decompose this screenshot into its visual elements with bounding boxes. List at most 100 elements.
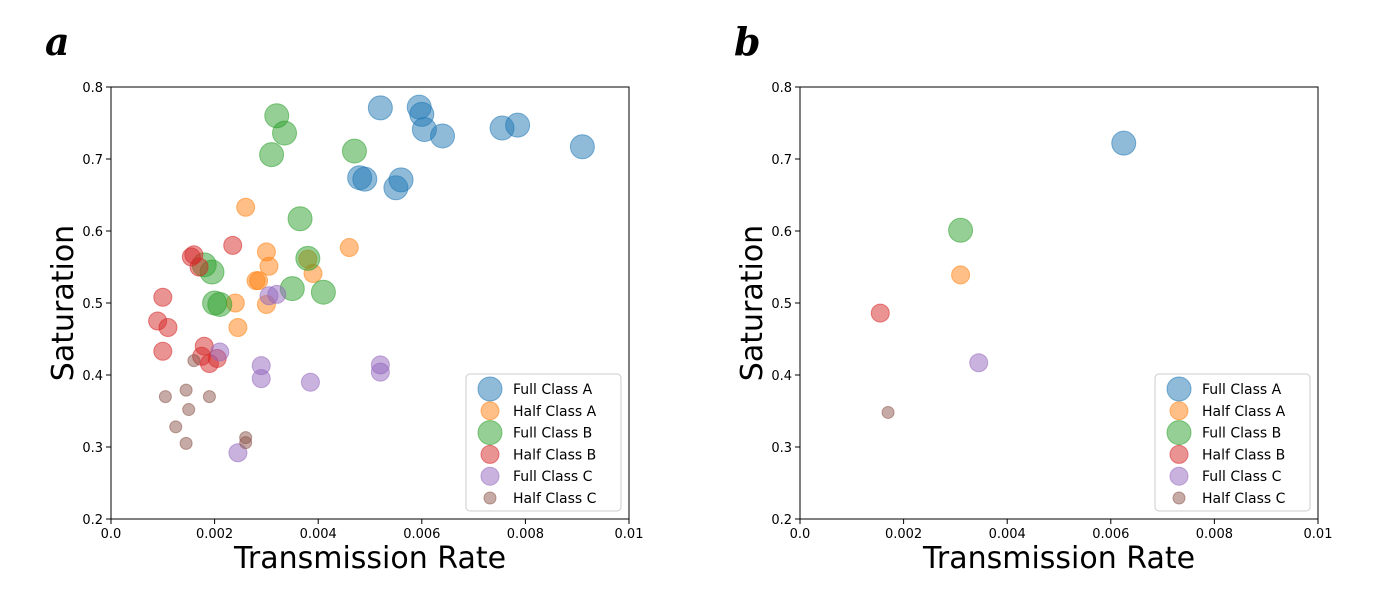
legend-marker bbox=[480, 401, 500, 421]
data-point bbox=[881, 405, 895, 419]
y-tick-label: 0.8 bbox=[82, 81, 103, 96]
data-point bbox=[228, 317, 248, 337]
x-tick-label: 0.002 bbox=[196, 527, 233, 542]
panel-b: b 0.0 0.002 0.004 0.006 0.008 0.01 0.2 0.3 0.4 0.5… bbox=[734, 19, 1332, 576]
panel-a: a 0.0 0.002 0.004 0.006 0.008 0.01 0.2 0.3 0.4 0.5… bbox=[45, 19, 643, 576]
x-axis-label: Transmission Rate bbox=[233, 541, 506, 576]
panel-letter: a bbox=[45, 19, 70, 64]
data-point bbox=[210, 342, 230, 362]
legend-marker bbox=[1169, 401, 1189, 421]
legend-label: Full Class A bbox=[1202, 382, 1282, 398]
y-tick-label: 0.3 bbox=[771, 441, 792, 456]
data-point bbox=[169, 420, 183, 434]
legend-marker bbox=[483, 491, 497, 505]
y-axis-label: Saturation bbox=[735, 225, 770, 381]
y-tick-label: 0.5 bbox=[82, 297, 103, 312]
data-point bbox=[352, 166, 378, 192]
legend-label: Half Class C bbox=[1202, 491, 1286, 507]
data-point bbox=[388, 167, 414, 193]
data-point bbox=[870, 303, 890, 323]
data-point bbox=[1111, 130, 1137, 156]
legend-box bbox=[465, 373, 622, 512]
legend-marker bbox=[1166, 376, 1192, 402]
x-tick-label: 0.0 bbox=[790, 527, 811, 542]
y-tick-label: 0.5 bbox=[771, 297, 792, 312]
legend: Full Class A Half Class A Full Class B Half… bbox=[465, 373, 622, 512]
data-point bbox=[239, 436, 253, 450]
y-tick-label: 0.4 bbox=[771, 369, 792, 384]
legend-label: Half Class B bbox=[1202, 447, 1285, 463]
data-point bbox=[182, 403, 196, 417]
legend-marker bbox=[1169, 444, 1189, 464]
data-point bbox=[339, 238, 359, 258]
x-axis-label: Transmission Rate bbox=[922, 541, 1195, 576]
data-point bbox=[969, 353, 989, 373]
data-point bbox=[236, 197, 256, 217]
y-tick-label: 0.8 bbox=[771, 81, 792, 96]
y-tick-label: 0.4 bbox=[82, 369, 103, 384]
data-point bbox=[223, 235, 243, 255]
data-point bbox=[367, 95, 393, 121]
data-point bbox=[272, 120, 298, 146]
legend-marker bbox=[1169, 466, 1189, 486]
legend-label: Full Class A bbox=[513, 382, 593, 398]
data-point bbox=[202, 390, 216, 404]
data-point bbox=[300, 372, 320, 392]
x-tick-label: 0.01 bbox=[1304, 527, 1333, 542]
data-point bbox=[505, 112, 531, 138]
y-tick-label: 0.7 bbox=[82, 153, 103, 168]
legend-marker bbox=[477, 376, 503, 402]
data-point bbox=[569, 134, 595, 160]
legend: Full Class A Half Class A Full Class B Half… bbox=[1154, 373, 1311, 512]
data-point bbox=[310, 279, 336, 305]
y-tick-label: 0.6 bbox=[771, 225, 792, 240]
data-point bbox=[259, 142, 285, 168]
legend-label: Half Class A bbox=[513, 404, 597, 420]
data-point bbox=[179, 383, 193, 397]
panel-letter: b bbox=[734, 19, 761, 64]
x-tick-label: 0.0 bbox=[101, 527, 122, 542]
data-point bbox=[158, 390, 172, 404]
y-axis-label: Saturation bbox=[46, 225, 81, 381]
x-tick-label: 0.004 bbox=[300, 527, 337, 542]
data-point bbox=[430, 123, 456, 149]
legend-label: Half Class B bbox=[513, 447, 596, 463]
legend-label: Full Class B bbox=[513, 426, 592, 442]
data-point bbox=[189, 257, 209, 277]
data-point bbox=[370, 362, 390, 382]
legend-label: Full Class C bbox=[1202, 469, 1282, 485]
legend-marker bbox=[1172, 491, 1186, 505]
data-point bbox=[259, 256, 279, 276]
data-point bbox=[153, 287, 173, 307]
data-point bbox=[948, 217, 974, 243]
y-tick-label: 0.2 bbox=[771, 513, 792, 528]
x-tick-label: 0.006 bbox=[403, 527, 440, 542]
legend-box bbox=[1154, 373, 1311, 512]
legend-label: Full Class C bbox=[513, 469, 593, 485]
data-point bbox=[951, 265, 971, 285]
y-tick-label: 0.7 bbox=[771, 153, 792, 168]
legend-label: Full Class B bbox=[1202, 426, 1281, 442]
legend-marker bbox=[1166, 420, 1192, 446]
data-point bbox=[287, 206, 313, 232]
data-point bbox=[249, 271, 269, 291]
y-tick-label: 0.3 bbox=[82, 441, 103, 456]
y-tick-label: 0.2 bbox=[82, 513, 103, 528]
data-point bbox=[341, 138, 367, 164]
data-point bbox=[158, 317, 178, 337]
x-tick-label: 0.006 bbox=[1092, 527, 1129, 542]
legend-marker bbox=[477, 420, 503, 446]
legend-label: Half Class A bbox=[1202, 404, 1286, 420]
data-point bbox=[251, 369, 271, 389]
data-point bbox=[295, 245, 321, 271]
data-point bbox=[153, 341, 173, 361]
legend-label: Half Class C bbox=[513, 491, 597, 507]
legend-marker bbox=[480, 466, 500, 486]
y-tick-label: 0.6 bbox=[82, 225, 103, 240]
data-point bbox=[207, 291, 233, 317]
data-point bbox=[267, 284, 287, 304]
legend-marker bbox=[480, 444, 500, 464]
x-tick-label: 0.004 bbox=[989, 527, 1026, 542]
x-tick-label: 0.008 bbox=[1196, 527, 1233, 542]
